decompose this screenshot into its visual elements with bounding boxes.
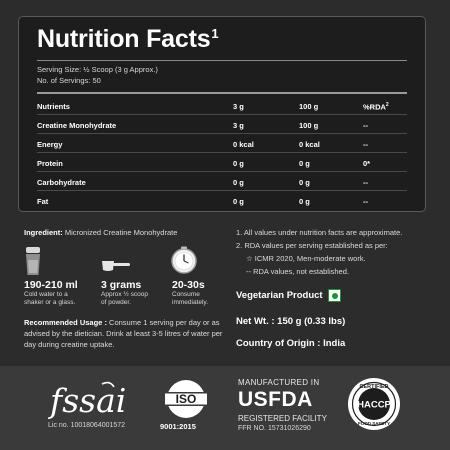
nutrition-header-row: Nutrients 3 g 100 g %RDA2 (37, 97, 407, 115)
row-rda: -- (363, 140, 368, 149)
svg-text:ISO: ISO (176, 392, 197, 406)
usfda-manufactured: MANUFACTURED IN (238, 378, 320, 387)
header-nutrients: Nutrients (37, 102, 70, 111)
row-per-100: 0 g (299, 159, 310, 168)
recommended-usage-text: Consume 1 serving per day or as advised … (24, 318, 223, 349)
consume-desc-line2: immediately. (172, 299, 209, 306)
nutrition-row: Fat 0 g 0 g -- (37, 192, 407, 210)
usfda-ffr-number: FFR NO. 15731026290 (238, 425, 311, 432)
water-desc-line1: Cold water to a (24, 291, 68, 298)
haccp-seal: CERTIFIED FOOD SAFETY HACCP (348, 378, 400, 430)
vegetarian-mark-icon (328, 289, 341, 302)
clock-icon (171, 246, 197, 274)
consume-time: 20-30s (172, 279, 205, 291)
header-per-serving: 3 g (233, 102, 244, 111)
ingredient-value: Micronized Creatine Monohydrate (64, 228, 178, 237)
recommended-usage-label: Recommended Usage : (24, 318, 107, 327)
row-per-serving: 3 g (233, 121, 244, 130)
footnote-dash: -- RDA values, not established. (246, 267, 349, 276)
water-desc-line2: shaker or a glass. (24, 299, 76, 306)
water-amount: 190-210 ml (24, 279, 78, 291)
vegetarian-label: Vegetarian Product (236, 290, 323, 301)
shaker-icon (26, 247, 40, 275)
scoop-icon (102, 261, 130, 271)
row-name: Creatine Monohydrate (37, 121, 117, 130)
row-rda: 0* (363, 159, 371, 168)
row-name: Energy (37, 140, 63, 149)
iso-logo: ISO (162, 380, 210, 418)
nutrition-row: Creatine Monohydrate 3 g 100 g -- (37, 116, 407, 134)
consume-desc-line1: Consume (172, 291, 200, 298)
row-per-serving: 0 g (233, 197, 244, 206)
footnote-2: 2. RDA values per serving established as… (236, 241, 388, 250)
nutrition-row: Energy 0 kcal 0 kcal -- (37, 135, 407, 153)
powder-amount: 3 grams (101, 279, 142, 291)
ingredient-line: Ingredient: Micronized Creatine Monohydr… (24, 228, 177, 237)
powder-desc-line2: of powder. (101, 299, 131, 306)
serving-divider (37, 92, 407, 94)
row-rda: -- (363, 197, 368, 206)
row-per-100: 0 g (299, 178, 310, 187)
row-name: Fat (37, 197, 49, 206)
iso-standard: 9001:2015 (160, 422, 196, 431)
title-divider (37, 60, 407, 61)
row-rda: -- (363, 178, 368, 187)
nutrition-title: Nutrition Facts1 (37, 25, 219, 53)
svg-text:CERTIFIED: CERTIFIED (359, 384, 388, 390)
row-per-serving: 0 g (233, 159, 244, 168)
net-weight: Net Wt. : 150 g (0.33 lbs) (236, 316, 346, 327)
row-per-serving: 0 kcal (233, 140, 254, 149)
nutrition-row: Carbohydrate 0 g 0 g -- (37, 173, 407, 191)
row-per-100: 100 g (299, 121, 319, 130)
svg-text:HACCP: HACCP (357, 400, 391, 411)
fssai-logo: fssai (48, 381, 126, 420)
ingredient-label: Ingredient: (24, 228, 63, 237)
header-per-100: 100 g (299, 102, 319, 111)
recommended-usage: Recommended Usage : Consume 1 serving pe… (24, 317, 224, 350)
row-per-100: 0 kcal (299, 140, 320, 149)
title-footnote-mark: 1 (211, 26, 219, 41)
row-rda: -- (363, 121, 368, 130)
country-of-origin: Country of Origin : India (236, 338, 346, 349)
servings-count: No. of Servings: 50 (37, 76, 101, 85)
row-name: Carbohydrate (37, 178, 86, 187)
usfda-registered: REGISTERED FACILITY (238, 414, 327, 423)
footnote-star: ☆ ICMR 2020, Men-moderate work. (246, 254, 366, 263)
svg-text:fssai: fssai (48, 381, 126, 420)
svg-text:FOOD SAFETY: FOOD SAFETY (358, 421, 390, 426)
powder-desc-line1: Approx ½ scoop (101, 291, 148, 298)
fssai-license: Lic no. 10018064001572 (48, 422, 126, 429)
footnote-1: 1. All values under nutrition facts are … (236, 228, 403, 237)
nutrition-facts-panel: Nutrition Facts1 Serving Size: ½ Scoop (… (18, 16, 426, 212)
row-name: Protein (37, 159, 63, 168)
row-per-100: 0 g (299, 197, 310, 206)
nutrition-row: Protein 0 g 0 g 0* (37, 154, 407, 172)
usfda-title: USFDA (238, 388, 313, 411)
header-rda: %RDA2 (363, 102, 389, 112)
serving-size: Serving Size: ½ Scoop (3 g Approx.) (37, 65, 158, 74)
row-per-serving: 0 g (233, 178, 244, 187)
